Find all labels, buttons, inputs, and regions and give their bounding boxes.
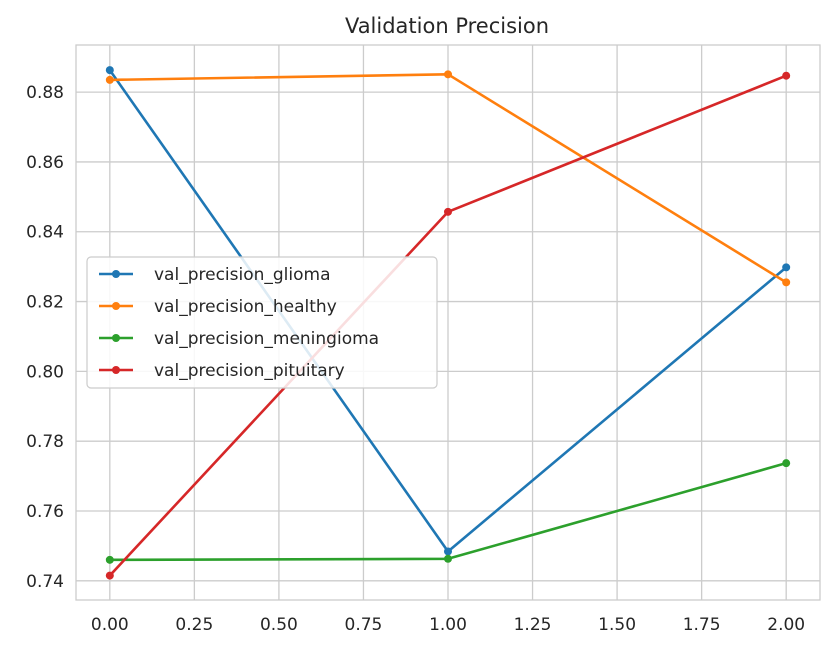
grid [76,45,820,600]
legend-marker-val-precision-healthy [112,302,120,310]
legend-marker-val-precision-meningioma [112,334,120,342]
legend-marker-val-precision-pituitary [112,366,120,374]
y-tick-label: 0.82 [26,293,64,313]
data-point-val-precision-meningioma [444,554,452,563]
legend-label-val-precision-meningioma: val_precision_meningioma [154,329,379,349]
x-tick-label: 0.00 [91,615,129,635]
y-tick-label: 0.86 [26,153,64,173]
data-point-val-precision-pituitary [105,571,114,580]
legend-label-val-precision-glioma: val_precision_glioma [154,265,331,285]
x-tick-label: 1.25 [514,615,552,635]
data-point-val-precision-glioma [444,547,452,556]
x-tick-label: 1.50 [598,615,636,635]
axes: 0.00 0.25 0.50 0.75 1.00 1.25 1.50 1.75 2.00 0.74… [26,44,821,635]
legend: val_precision_glioma val_precision_health… [86,256,438,389]
y-tick-label: 0.78 [26,432,64,452]
data-point-val-precision-glioma [105,66,114,75]
y-tick-label: 0.80 [26,362,64,382]
y-tick-label: 0.74 [26,572,64,592]
legend-marker-val-precision-glioma [112,270,120,278]
data-point-val-precision-meningioma [105,555,114,564]
x-tick-label: 0.50 [260,615,298,635]
chart-title: Validation Precision [345,14,549,38]
data-point-val-precision-pituitary [444,207,452,216]
y-tick-label: 0.84 [26,223,64,243]
x-tick-label: 0.25 [175,615,213,635]
data-point-val-precision-healthy [782,278,791,287]
legend-label-val-precision-pituitary: val_precision_pituitary [154,361,345,381]
y-tick-label: 0.76 [26,502,64,522]
x-tick-label: 1.00 [429,615,467,635]
data-point-val-precision-pituitary [782,71,791,80]
data-point-val-precision-healthy [444,70,452,79]
plot-frame [75,44,821,601]
data-point-val-precision-glioma [782,263,791,272]
data-point-val-precision-meningioma [782,459,791,468]
plot-area [105,66,791,580]
x-tick-label: 2.00 [767,615,805,635]
legend-label-val-precision-healthy: val_precision_healthy [154,297,337,317]
x-tick-label: 0.75 [345,615,383,635]
x-tick-label: 1.75 [683,615,721,635]
data-point-val-precision-healthy [105,75,114,84]
y-tick-label: 0.88 [26,83,64,103]
legend-box [86,256,438,389]
